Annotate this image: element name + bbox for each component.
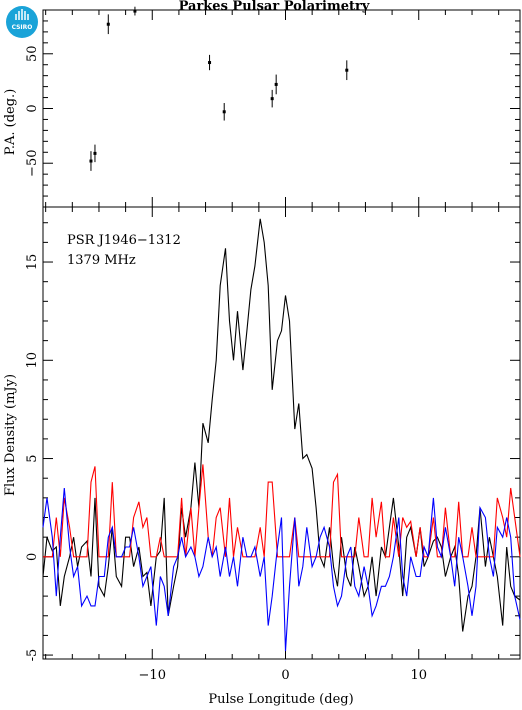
- pa-point: [106, 22, 110, 26]
- flux-y-tick-label: 10: [25, 352, 40, 369]
- pulsar-name-annotation: PSR J1946−1312: [67, 233, 181, 248]
- pa-tick-labels: −50 0 50: [25, 46, 40, 177]
- flux-panel-frame: [42, 206, 521, 660]
- flux-series-lines: [42, 218, 521, 652]
- chart-title: Parkes Pulsar Polarimetry: [179, 0, 370, 14]
- pa-axis-ticks: [43, 9, 520, 208]
- pa-point: [133, 9, 137, 13]
- pa-point: [274, 82, 278, 86]
- flux-y-tick-label: -5: [25, 649, 40, 662]
- pa-point: [345, 68, 349, 72]
- svg-text:CSIRO: CSIRO: [12, 24, 33, 31]
- flux-axis-ticks: [43, 207, 520, 659]
- pa-points: [89, 6, 349, 171]
- pa-y-axis-label: P.A. (deg.): [3, 89, 18, 156]
- x-tick-label: 0: [281, 668, 289, 683]
- pa-point: [270, 97, 274, 101]
- flux-series-line-1: [43, 464, 521, 558]
- flux-y-tick-label: 5: [25, 454, 40, 462]
- flux-y-tick-label: 15: [25, 254, 40, 271]
- flux-series-line-0: [42, 218, 521, 632]
- pa-point: [93, 151, 97, 155]
- pa-y-tick-label: 50: [25, 46, 40, 63]
- pa-point: [89, 159, 93, 163]
- x-axis-label: Pulse Longitude (deg): [208, 692, 353, 707]
- pa-panel-frame: [42, 9, 521, 208]
- csiro-logo: CSIRO: [6, 6, 38, 38]
- flux-series-line-2: [42, 487, 521, 652]
- x-tick-label: 10: [410, 668, 427, 683]
- pa-y-tick-label: −50: [25, 150, 40, 177]
- frequency-annotation: 1379 MHz: [67, 253, 136, 268]
- flux-y-tick-label: 0: [25, 553, 40, 561]
- flux-y-axis-label: Flux Density (mJy): [3, 374, 18, 496]
- flux-tick-labels: −10 0 10 -5 0 5 10 15: [25, 254, 427, 683]
- pa-point: [222, 110, 226, 114]
- pa-point: [208, 61, 212, 65]
- x-tick-label: −10: [139, 668, 166, 683]
- pa-y-tick-label: 0: [25, 104, 40, 112]
